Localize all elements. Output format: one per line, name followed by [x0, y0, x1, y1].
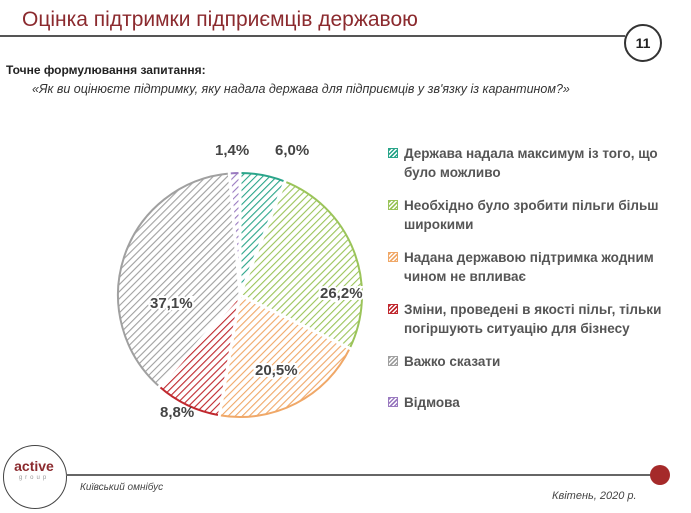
legend-swatch	[388, 304, 398, 314]
footer-date: Квітень, 2020 р.	[552, 490, 637, 502]
footer-divider	[66, 474, 656, 476]
page-title: Оцінка підтримки підприємців державою	[22, 8, 418, 31]
legend-item: Надана державою підтримка жодним чином н…	[388, 248, 688, 286]
logo-circle	[3, 445, 67, 509]
legend-label: Зміни, проведені в якості пільг, тільки …	[404, 302, 662, 336]
pie-slice	[218, 293, 352, 418]
data-label: 37,1%	[150, 295, 193, 312]
legend-item: Відмова	[388, 393, 688, 412]
legend-item: Держава надала максимум із того, що було…	[388, 144, 688, 182]
legend: Держава надала максимум із того, що було…	[388, 144, 688, 412]
pie-slice	[117, 172, 242, 388]
slice-separator	[227, 170, 242, 296]
legend-item: Необхідно було зробити пільги більш широ…	[388, 196, 688, 234]
legend-label: Держава надала максимум із того, що було…	[404, 146, 658, 180]
data-label: 1,4%	[215, 142, 249, 159]
slice-separator	[217, 294, 242, 419]
slice-separator	[156, 294, 242, 390]
header-divider	[0, 35, 625, 37]
legend-item: Зміни, проведені в якості пільг, тільки …	[388, 300, 688, 338]
legend-label: Необхідно було зробити пільги більш широ…	[404, 198, 659, 232]
pie-slice	[238, 180, 363, 350]
footer-dot	[650, 465, 670, 485]
legend-item: Важко сказати	[388, 352, 688, 371]
legend-label: Важко сказати	[404, 354, 501, 369]
data-label: 26,2%	[320, 285, 363, 302]
legend-label: Надана державою підтримка жодним чином н…	[404, 250, 654, 284]
data-label: 20,5%	[255, 362, 298, 379]
data-label: 6,0%	[275, 142, 309, 159]
legend-swatch	[388, 356, 398, 366]
legend-swatch	[388, 148, 398, 158]
logo: active	[14, 458, 54, 474]
logo-sub: group	[18, 475, 50, 481]
slice-separator	[238, 178, 288, 296]
legend-swatch	[388, 252, 398, 262]
footer-source: Київський омнібус	[80, 482, 164, 493]
slice-separator	[239, 293, 354, 351]
page-number: 11	[624, 24, 662, 62]
question-text: «Як ви оцінюєте підтримку, яку надала де…	[32, 82, 570, 96]
legend-label: Відмова	[404, 395, 460, 410]
question-label: Точне формулювання запитання:	[6, 63, 206, 77]
legend-swatch	[388, 200, 398, 210]
legend-swatch	[388, 397, 398, 407]
data-label: 8,8%	[160, 404, 194, 421]
